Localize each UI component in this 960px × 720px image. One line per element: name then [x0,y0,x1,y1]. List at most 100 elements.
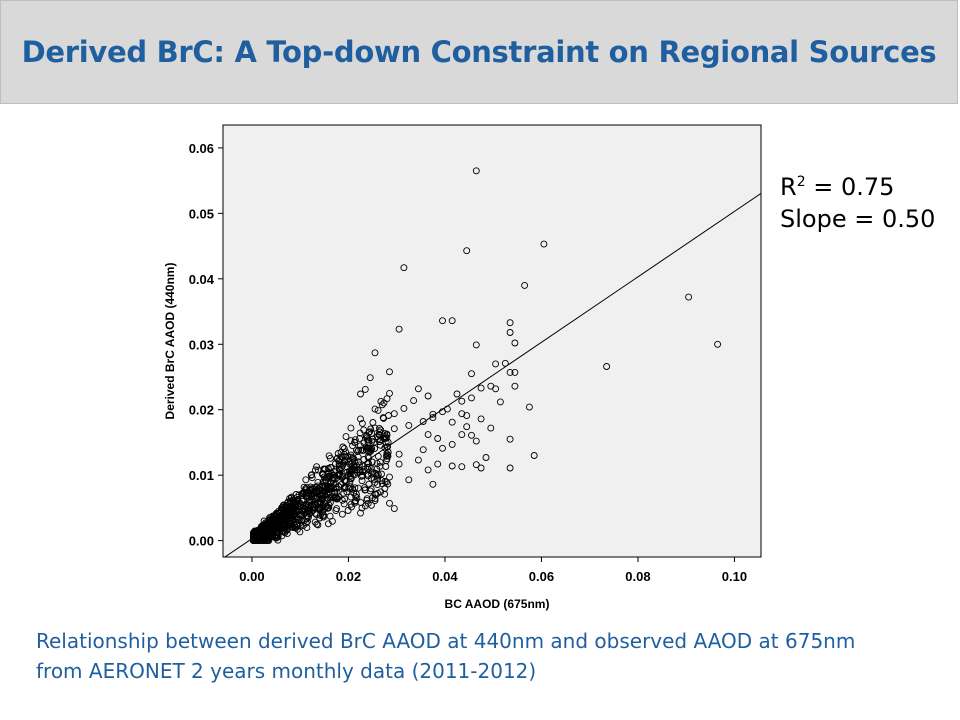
x-tick-label: 0.00 [239,569,264,584]
scatter-point [314,478,322,486]
scatter-point [365,480,373,488]
scatter-point [298,507,306,514]
scatter-point [477,415,485,423]
x-axis-label: BC AAOD (675nm) [445,597,550,611]
scatter-point [424,431,432,439]
scatter-point [339,443,347,451]
scatter-point [281,529,289,537]
scatter-point [366,487,374,495]
scatter-point [366,374,374,382]
scatter-point [364,436,371,444]
scatter-point [319,492,327,499]
scatter-point [374,489,382,497]
y-tick-label: 0.04 [189,272,215,287]
scatter-point [314,521,322,529]
scatter-point [410,397,418,405]
scatter-point [384,438,392,446]
scatter-point [468,370,475,378]
y-tick-label: 0.06 [189,141,214,156]
scatter-point [341,453,349,461]
scatter-point [314,466,322,474]
fit-line [224,192,761,557]
scatter-point [371,495,379,503]
scatter-point [376,428,384,436]
scatter-point [356,468,364,476]
scatter-point [540,240,548,248]
scatter-point [395,450,403,458]
scatter-point [319,512,327,520]
scatter-point [313,520,321,528]
scatter-point [352,490,360,498]
scatter-point [308,474,316,482]
scatter-point [334,494,342,502]
scatter-point [369,435,376,443]
scatter-point [453,390,461,398]
x-tick-label: 0.06 [529,569,554,584]
scatter-point [685,293,693,301]
scatter-point [279,513,287,521]
scatter-point [714,340,722,348]
regression-stats: R2 = 0.75 Slope = 0.50 [780,166,935,235]
scatter-point [371,349,379,357]
scatter-point [355,446,363,454]
scatter-points [249,167,722,545]
scatter-point [326,494,334,502]
scatter-point [313,463,321,471]
scatter-point [395,460,403,468]
scatter-point [376,458,384,466]
scatter-point [429,480,437,488]
scatter-point [496,398,504,406]
scatter-point [487,424,495,432]
scatter-point [354,448,362,456]
y-tick-label: 0.05 [189,206,214,221]
scatter-point [290,500,298,508]
x-tick-label: 0.02 [336,569,361,584]
scatter-point [439,317,446,325]
scatter-point [390,425,398,433]
scatter-point [492,385,500,393]
scatter-point [458,397,466,405]
scatter-point [439,444,446,452]
scatter-point [371,478,379,486]
scatter-point [316,498,324,506]
scatter-point [362,433,370,441]
scatter-point [463,247,471,255]
scatter-point [355,461,363,469]
caption-line-1: Relationship between derived BrC AAOD at… [36,629,856,653]
scatter-point [340,445,348,452]
scatter-point [386,368,393,376]
scatter-point [358,477,366,485]
scatter-point [530,452,538,459]
scatter-point [296,528,304,536]
scatter-point [386,499,393,507]
scatter-point [347,424,355,432]
scatter-point [356,442,364,450]
scatter-point [374,406,382,414]
scatter-point [317,511,324,519]
scatter-point [351,436,359,444]
scatter-point [603,363,611,370]
scatter-point [335,462,343,470]
scatter-point [424,466,432,474]
scatter-point [266,527,274,535]
scatter-point [356,429,364,437]
scatter-point [265,517,273,525]
scatter-point [341,484,349,491]
scatter-point [371,405,379,413]
scatter-point [458,463,466,471]
scatter-point [268,521,276,529]
scatter-point [492,360,500,368]
y-tick-label: 0.03 [189,337,214,352]
scatter-point [419,418,427,425]
y-axis-label: Derived BrC AAOD (440nm) [163,263,177,420]
scatter-point [299,522,307,530]
scatter-point [370,475,378,483]
scatter-point [363,495,371,503]
scatter-point [384,448,392,456]
scatter-point [390,505,398,513]
scatter-point [419,446,427,454]
scatter-point [357,415,364,423]
scatter-point [361,385,369,393]
scatter-point [414,456,422,464]
scatter-point [347,451,355,459]
